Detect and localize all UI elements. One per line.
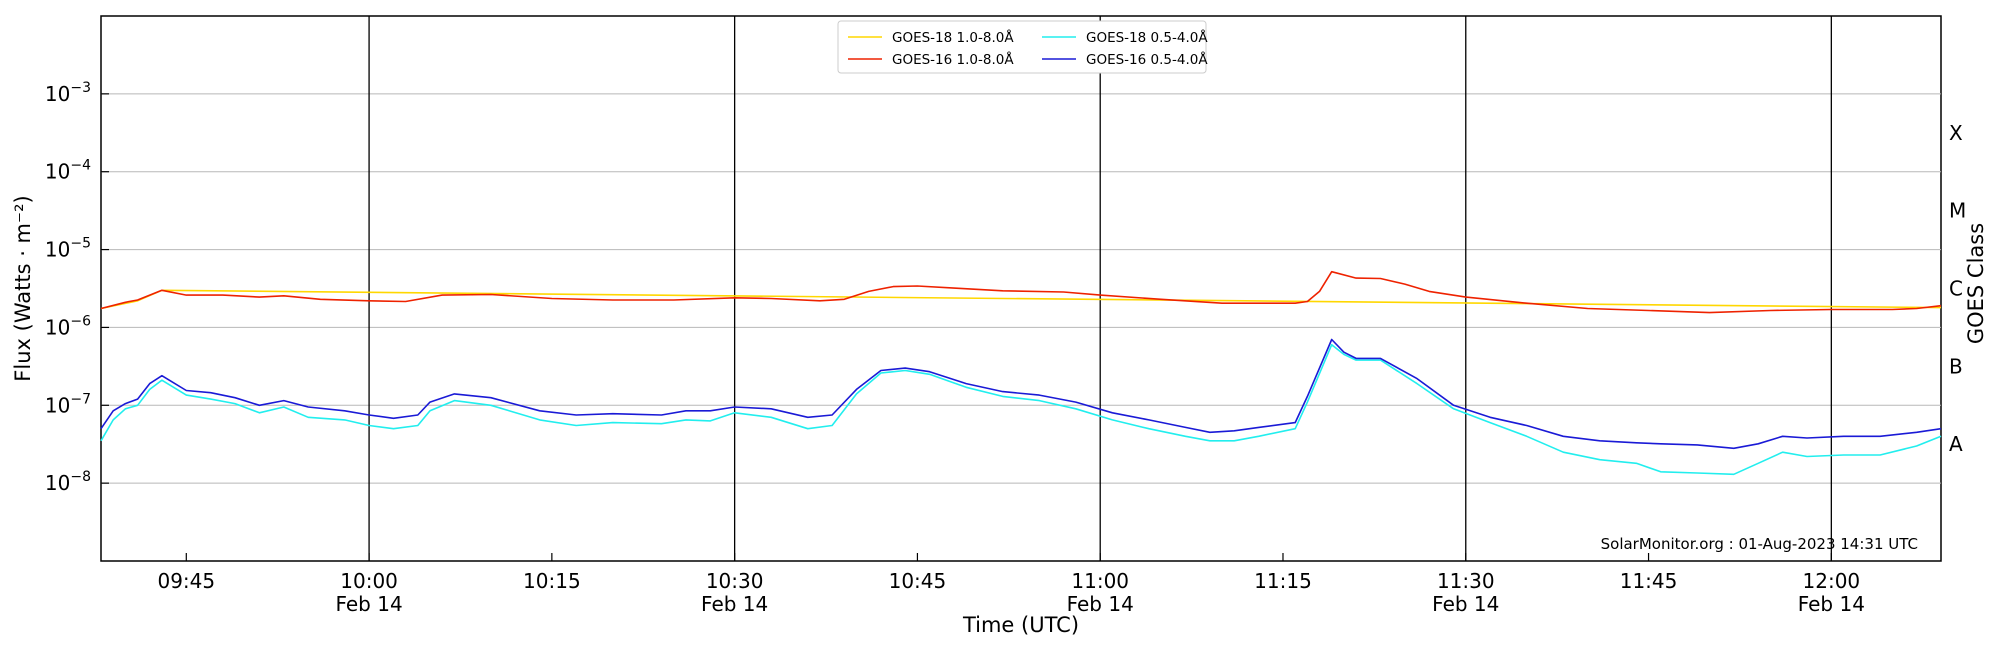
- legend-box: [837, 20, 1207, 74]
- y-tick-label: 10−5: [45, 236, 91, 262]
- y-tick-label: 10−8: [45, 469, 91, 495]
- x-tick-label: 11:00: [1071, 569, 1129, 593]
- x-axis-title: Time (UTC): [962, 613, 1079, 637]
- goes-class-label: C: [1949, 277, 1963, 301]
- x-tick-label: 10:30: [706, 569, 764, 593]
- plot-area: [100, 15, 1942, 562]
- goes-class-label: X: [1949, 121, 1963, 145]
- goes-class-label: M: [1949, 199, 1966, 223]
- legend-label: GOES-18 0.5-4.0Å: [1086, 29, 1208, 46]
- y-tick-label: 10−7: [45, 391, 91, 417]
- x-tick-date-label: Feb 14: [335, 592, 402, 616]
- legend-label: GOES-16 1.0-8.0Å: [892, 51, 1014, 68]
- x-tick-label: 10:00: [340, 569, 398, 593]
- x-tick-date-label: Feb 14: [1432, 592, 1499, 616]
- y-axis-title: Flux (Watts · m⁻²): [11, 195, 35, 381]
- y-tick-label: 10−4: [45, 158, 91, 184]
- y-tick-label: 10−6: [45, 313, 91, 339]
- series-line: [100, 343, 1942, 476]
- goes-class-label: B: [1949, 354, 1963, 378]
- vertical-time-markers: [368, 16, 1832, 561]
- series-line: [100, 289, 1942, 310]
- y-axis-ticks: 10−8 10−7 10−6 10−5 10−4 10−3: [45, 80, 109, 495]
- series-line: [100, 338, 1942, 450]
- x-tick-label: 11:30: [1437, 569, 1495, 593]
- series-lines: [100, 270, 1942, 476]
- x-tick-label: 10:45: [889, 569, 947, 593]
- legend: GOES-18 1.0-8.0Å GOES-16 1.0-8.0Å GOES-18 …: [837, 20, 1208, 74]
- x-tick-date-label: Feb 14: [1798, 592, 1865, 616]
- x-tick-label: 11:45: [1620, 569, 1678, 593]
- x-tick-date-label: Feb 14: [1067, 592, 1134, 616]
- goes-class-labels: A B C M X: [1949, 121, 1966, 456]
- series-line: [100, 270, 1942, 314]
- credit-text: SolarMonitor.org : 01-Aug-2023 14:31 UTC: [1601, 535, 1918, 553]
- x-tick-label: 10:15: [523, 569, 581, 593]
- x-tick-label: 12:00: [1803, 569, 1861, 593]
- x-tick-label: 11:15: [1254, 569, 1312, 593]
- x-tick-date-label: Feb 14: [701, 592, 768, 616]
- legend-label: GOES-16 0.5-4.0Å: [1086, 51, 1208, 68]
- goes-class-label: A: [1949, 432, 1963, 456]
- legend-label: GOES-18 1.0-8.0Å: [892, 29, 1014, 46]
- x-tick-label: 09:45: [157, 569, 215, 593]
- right-axis-title: GOES Class: [1964, 223, 1988, 344]
- y-tick-label: 10−3: [45, 80, 91, 106]
- gridlines: [101, 93, 1941, 484]
